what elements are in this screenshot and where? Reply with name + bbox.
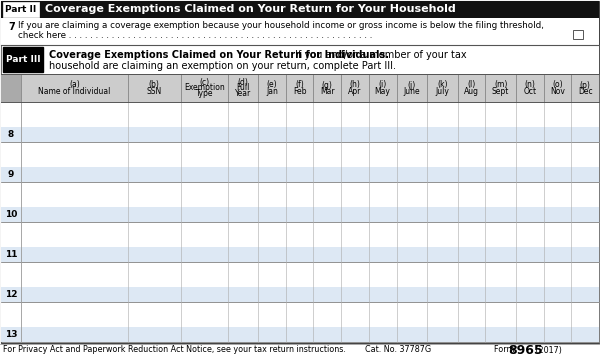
Text: Sept: Sept <box>492 86 509 96</box>
Text: (2017): (2017) <box>533 346 562 355</box>
Bar <box>1 127 599 142</box>
Bar <box>3 2 39 17</box>
Text: 8965: 8965 <box>508 343 542 357</box>
Text: Aug: Aug <box>464 86 479 96</box>
Bar <box>1 287 599 302</box>
Text: May: May <box>375 86 391 96</box>
Bar <box>1 74 599 102</box>
Text: (f): (f) <box>295 80 304 90</box>
Text: Apr: Apr <box>349 86 362 96</box>
Text: (m): (m) <box>494 80 508 90</box>
Text: household are claiming an exemption on your return, complete Part III.: household are claiming an exemption on y… <box>49 61 396 71</box>
Text: 9: 9 <box>8 170 14 179</box>
Text: 10: 10 <box>5 210 17 219</box>
Bar <box>1 327 599 342</box>
Text: June: June <box>404 86 420 96</box>
Text: If you are claiming a coverage exemption because your household income or gross : If you are claiming a coverage exemption… <box>18 21 544 30</box>
Text: Mar: Mar <box>320 86 335 96</box>
Text: For Privacy Act and Paperwork Reduction Act Notice, see your tax return instruct: For Privacy Act and Paperwork Reduction … <box>3 346 346 355</box>
Text: Name of Individual: Name of Individual <box>38 86 110 96</box>
Text: (b): (b) <box>149 80 160 90</box>
Text: check here . . . . . . . . . . . . . . . . . . . . . . . . . . . . . . . . . . .: check here . . . . . . . . . . . . . . .… <box>18 31 373 40</box>
Text: Oct: Oct <box>523 86 536 96</box>
Text: (i): (i) <box>379 80 387 90</box>
Text: (l): (l) <box>467 80 476 90</box>
Text: (g): (g) <box>322 80 333 90</box>
Bar <box>1 207 599 222</box>
Text: Part II: Part II <box>5 5 37 14</box>
Text: Coverage Exemptions Claimed on Your Return for Your Household: Coverage Exemptions Claimed on Your Retu… <box>45 5 456 15</box>
Text: (p): (p) <box>580 80 590 90</box>
Text: Year: Year <box>235 90 251 99</box>
Bar <box>1 102 599 127</box>
Bar <box>1 142 599 167</box>
Text: Cat. No. 37787G: Cat. No. 37787G <box>365 346 431 355</box>
Text: 7: 7 <box>8 22 15 32</box>
Text: (c): (c) <box>199 77 209 86</box>
Text: (d): (d) <box>238 77 248 86</box>
Bar <box>1 222 599 247</box>
Text: Coverage Exemptions Claimed on Your Return for Individuals.: Coverage Exemptions Claimed on Your Retu… <box>49 50 389 60</box>
Text: (a): (a) <box>69 80 80 90</box>
Text: 12: 12 <box>5 290 17 299</box>
Text: If you and/or a member of your tax: If you and/or a member of your tax <box>292 50 467 60</box>
Text: 8: 8 <box>8 130 14 139</box>
Bar <box>1 167 599 182</box>
Text: Jan: Jan <box>266 86 278 96</box>
Bar <box>1 1 599 18</box>
Bar <box>1 182 599 207</box>
Bar <box>1 18 599 45</box>
Text: 13: 13 <box>5 330 17 339</box>
Text: (o): (o) <box>552 80 563 90</box>
Text: (h): (h) <box>350 80 361 90</box>
Text: Nov: Nov <box>550 86 565 96</box>
Text: 11: 11 <box>5 250 17 259</box>
Text: (n): (n) <box>524 80 535 90</box>
Text: (j): (j) <box>407 80 416 90</box>
Bar <box>3 47 43 72</box>
Bar <box>1 302 599 327</box>
Bar <box>1 247 599 262</box>
Bar <box>573 30 583 39</box>
Text: (k): (k) <box>437 80 448 90</box>
Text: (e): (e) <box>266 80 277 90</box>
Text: Part III: Part III <box>5 55 40 64</box>
Text: Exemption: Exemption <box>184 84 225 92</box>
Text: July: July <box>436 86 449 96</box>
Text: Feb: Feb <box>293 86 307 96</box>
Bar <box>1 45 599 74</box>
Bar <box>1 74 21 102</box>
Text: Type: Type <box>196 90 213 99</box>
Text: Dec: Dec <box>578 86 592 96</box>
Text: Full: Full <box>236 84 250 92</box>
Text: SSN: SSN <box>146 86 162 96</box>
Text: Form: Form <box>494 346 517 355</box>
Bar <box>1 262 599 287</box>
